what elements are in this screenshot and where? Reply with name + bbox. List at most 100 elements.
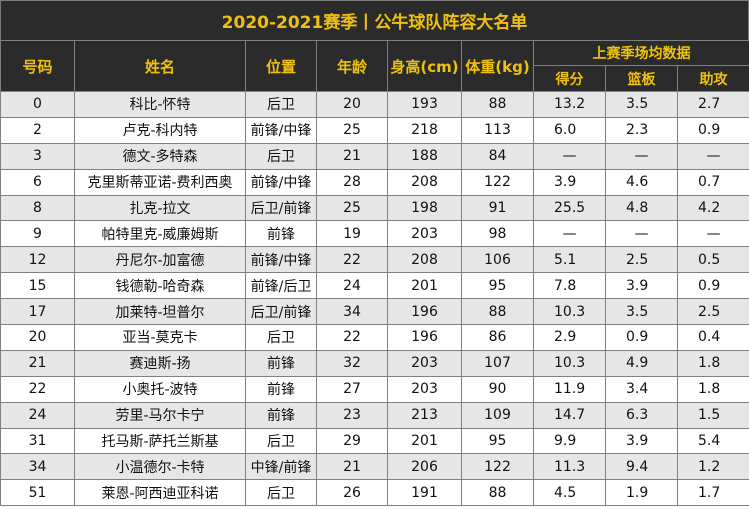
player-position: 后卫	[245, 427, 317, 455]
player-rebounds: 4.6	[605, 168, 678, 196]
player-position: 前锋	[245, 220, 317, 248]
player-height: 191	[387, 479, 462, 507]
player-number: 31	[0, 427, 75, 455]
player-number: 20	[0, 324, 75, 351]
player-number: 9	[0, 220, 75, 248]
table-row: 22 小奥托-波特 前锋 27 203 90 11.9 3.4 1.8	[0, 375, 749, 403]
player-points: 7.8	[533, 272, 606, 300]
player-number: 24	[0, 401, 75, 429]
player-weight: 86	[461, 324, 534, 351]
roster-table: 号码 姓名 位置 年龄 身高(cm) 体重(kg) 上赛季场均数据 得分 篮板 …	[0, 40, 749, 507]
player-position: 前锋/中锋	[245, 116, 317, 144]
player-height: 196	[387, 298, 462, 326]
player-name: 加莱特-坦普尔	[74, 298, 246, 326]
player-rebounds: —	[605, 142, 678, 170]
player-number: 8	[0, 194, 75, 222]
player-assists: 0.9	[677, 272, 749, 300]
player-name: 扎克-拉文	[74, 194, 246, 222]
player-height: 208	[387, 168, 462, 196]
player-assists: 1.7	[677, 479, 749, 507]
player-age: 25	[316, 116, 388, 144]
player-rebounds: 3.9	[605, 427, 678, 455]
header-height: 身高(cm)	[387, 40, 462, 92]
player-points: 3.9	[533, 168, 606, 196]
header-weight: 体重(kg)	[461, 40, 534, 92]
player-points: 5.1	[533, 246, 606, 274]
player-name: 钱德勒-哈奇森	[74, 272, 246, 300]
player-rebounds: 2.5	[605, 246, 678, 274]
table-row: 2 卢克-科内特 前锋/中锋 25 218 113 6.0 2.3 0.9	[0, 116, 749, 144]
table-row: 15 钱德勒-哈奇森 前锋/后卫 24 201 95 7.8 3.9 0.9	[0, 272, 749, 300]
table-row: 0 科比-怀特 后卫 20 193 88 13.2 3.5 2.7	[0, 91, 749, 118]
player-weight: 91	[461, 194, 534, 222]
player-age: 27	[316, 375, 388, 403]
player-rebounds: 2.3	[605, 116, 678, 144]
player-position: 前锋	[245, 375, 317, 403]
header-points: 得分	[533, 65, 606, 92]
player-points: 4.5	[533, 479, 606, 507]
player-number: 2	[0, 116, 75, 144]
player-rebounds: 4.8	[605, 194, 678, 222]
player-age: 23	[316, 401, 388, 429]
player-age: 24	[316, 272, 388, 300]
player-assists: 4.2	[677, 194, 749, 222]
player-rebounds: 6.3	[605, 401, 678, 429]
table-row: 12 丹尼尔-加富德 前锋/中锋 22 208 106 5.1 2.5 0.5	[0, 246, 749, 274]
player-age: 21	[316, 142, 388, 170]
player-position: 后卫/前锋	[245, 298, 317, 326]
player-number: 15	[0, 272, 75, 300]
player-height: 208	[387, 246, 462, 274]
player-age: 25	[316, 194, 388, 222]
table-row: 34 小温德尔-卡特 中锋/前锋 21 206 122 11.3 9.4 1.2	[0, 453, 749, 481]
player-rebounds: 3.5	[605, 91, 678, 118]
player-points: 10.3	[533, 298, 606, 326]
header-name: 姓名	[74, 40, 246, 92]
player-name: 亚当-莫克卡	[74, 324, 246, 351]
player-name: 克里斯蒂亚诺-费利西奥	[74, 168, 246, 196]
player-rebounds: 1.9	[605, 479, 678, 507]
player-weight: 95	[461, 427, 534, 455]
player-height: 206	[387, 453, 462, 481]
player-weight: 109	[461, 401, 534, 429]
player-weight: 98	[461, 220, 534, 248]
player-assists: —	[677, 220, 749, 248]
player-age: 22	[316, 324, 388, 351]
player-number: 21	[0, 349, 75, 377]
player-number: 51	[0, 479, 75, 507]
player-rebounds: 3.4	[605, 375, 678, 403]
player-name: 帕特里克-威廉姆斯	[74, 220, 246, 248]
header-rebounds: 篮板	[605, 65, 678, 92]
player-position: 中锋/前锋	[245, 453, 317, 481]
player-age: 20	[316, 91, 388, 118]
player-age: 26	[316, 479, 388, 507]
player-position: 后卫	[245, 91, 317, 118]
player-position: 前锋	[245, 349, 317, 377]
roster-title: 2020-2021赛季丨公牛球队阵容大名单	[0, 0, 749, 40]
player-assists: 0.4	[677, 324, 749, 351]
player-assists: 1.2	[677, 453, 749, 481]
player-points: 13.2	[533, 91, 606, 118]
player-assists: 0.5	[677, 246, 749, 274]
player-age: 32	[316, 349, 388, 377]
player-name: 小温德尔-卡特	[74, 453, 246, 481]
player-weight: 122	[461, 453, 534, 481]
player-position: 后卫/前锋	[245, 194, 317, 222]
player-height: 203	[387, 375, 462, 403]
player-weight: 95	[461, 272, 534, 300]
player-name: 赛迪斯-扬	[74, 349, 246, 377]
player-height: 218	[387, 116, 462, 144]
player-height: 188	[387, 142, 462, 170]
player-age: 19	[316, 220, 388, 248]
player-assists: 1.5	[677, 401, 749, 429]
player-points: 9.9	[533, 427, 606, 455]
player-position: 前锋/中锋	[245, 168, 317, 196]
player-weight: 88	[461, 298, 534, 326]
player-age: 28	[316, 168, 388, 196]
header-stats-group: 上赛季场均数据	[533, 40, 749, 66]
player-rebounds: 9.4	[605, 453, 678, 481]
player-rebounds: —	[605, 220, 678, 248]
player-position: 后卫	[245, 142, 317, 170]
player-assists: —	[677, 142, 749, 170]
player-name: 小奥托-波特	[74, 375, 246, 403]
player-weight: 90	[461, 375, 534, 403]
